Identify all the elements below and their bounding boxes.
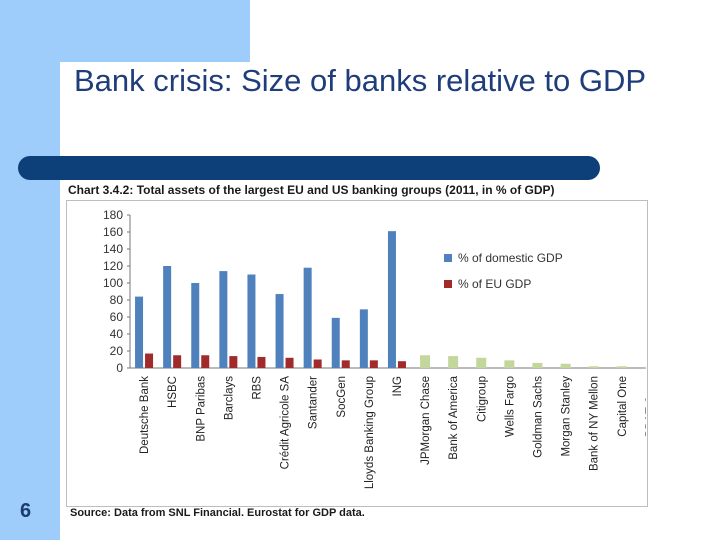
bar-domestic-gdp xyxy=(387,231,396,368)
legend-swatch xyxy=(444,280,452,288)
x-category-label: Citigroup xyxy=(476,376,488,422)
x-category-label: Bank of America xyxy=(448,375,460,459)
x-category-label: Goldman Sachs xyxy=(532,376,544,458)
bar-us-gdp xyxy=(532,362,543,368)
slide-number: 6 xyxy=(20,500,32,522)
x-category-label: RBS xyxy=(251,376,263,400)
y-tick-label: 140 xyxy=(103,242,123,256)
bar-eu-gdp xyxy=(397,361,406,368)
bar-eu-gdp xyxy=(313,359,322,368)
bar-eu-gdp xyxy=(369,360,378,368)
bar-us-gdp xyxy=(504,360,515,368)
x-category-label: Crédit Agricole SA xyxy=(280,376,292,470)
slide-title: Bank crisis: Size of banks relative to G… xyxy=(74,63,647,98)
x-category-label: Deutsche Bank xyxy=(139,376,151,454)
bar-us-gdp xyxy=(560,363,571,368)
bar-eu-gdp xyxy=(145,353,154,368)
chart-title: Chart 3.4.2: Total assets of the largest… xyxy=(68,183,555,197)
bar-domestic-gdp xyxy=(247,274,256,368)
y-tick-label: 80 xyxy=(110,293,124,307)
x-category-label: Bank of NY Mellon xyxy=(589,376,601,471)
x-category-label: Morgan Stanley xyxy=(561,376,573,457)
bar-domestic-gdp xyxy=(135,296,144,368)
legend-swatch xyxy=(444,254,452,262)
top-decor-panel xyxy=(60,0,250,62)
x-category-label: ING xyxy=(392,376,404,397)
bar-us-gdp xyxy=(644,366,646,368)
bar-eu-gdp xyxy=(229,356,238,368)
bar-chart: 0 20 40 60 80 100 120 140 160 180 Deutsche Bank HSB… xyxy=(103,208,646,489)
x-category-label: Wells Fargo xyxy=(504,376,516,437)
x-category-label: JPMorgan Chase xyxy=(420,376,432,465)
bar-us-gdp xyxy=(448,356,459,368)
bar-eu-gdp xyxy=(285,357,294,368)
bar-us-gdp xyxy=(616,366,627,368)
chart-frame xyxy=(66,200,648,507)
x-category-label: HSBC xyxy=(167,376,179,408)
bar-domestic-gdp xyxy=(359,309,368,368)
bar-us-gdp xyxy=(588,366,599,368)
x-category-label: Capital One xyxy=(617,376,629,437)
x-category-label: BNP Paribas xyxy=(195,376,207,442)
x-category-label: Santander xyxy=(308,376,320,429)
left-decor-panel xyxy=(0,0,60,540)
bar-domestic-gdp xyxy=(163,266,172,368)
bar-domestic-gdp xyxy=(191,283,200,368)
x-category-label: SocGen xyxy=(336,376,348,418)
bar-domestic-gdp xyxy=(303,267,312,368)
y-tick-label: 120 xyxy=(103,259,123,273)
y-tick-label: 100 xyxy=(103,276,123,290)
y-tick-label: 60 xyxy=(110,310,124,324)
x-category-label: Lloyds Banking Group xyxy=(364,376,376,489)
bar-us-gdp xyxy=(420,355,431,368)
title-underline-bar xyxy=(18,156,600,180)
bar-eu-gdp xyxy=(173,355,182,368)
y-tick-label: 40 xyxy=(110,327,124,341)
x-category-label: Barclays xyxy=(223,376,235,420)
bar-eu-gdp xyxy=(201,355,210,368)
legend-label: % of EU GDP xyxy=(458,277,531,291)
bar-domestic-gdp xyxy=(219,271,228,368)
bar-us-gdp xyxy=(476,357,487,368)
y-tick-label: 160 xyxy=(103,225,123,239)
y-tick-label: 180 xyxy=(103,208,123,222)
legend-label: % of domestic GDP xyxy=(458,251,563,265)
x-category-label: BB&T Corp. xyxy=(645,376,646,437)
chart-source: Source: Data from SNL Financial. Eurosta… xyxy=(70,507,365,519)
bar-domestic-gdp xyxy=(275,294,284,368)
y-tick-label: 0 xyxy=(116,361,123,375)
y-tick-label: 20 xyxy=(110,344,124,358)
bar-domestic-gdp xyxy=(331,317,340,368)
bar-eu-gdp xyxy=(257,356,266,368)
bar-eu-gdp xyxy=(341,360,350,368)
